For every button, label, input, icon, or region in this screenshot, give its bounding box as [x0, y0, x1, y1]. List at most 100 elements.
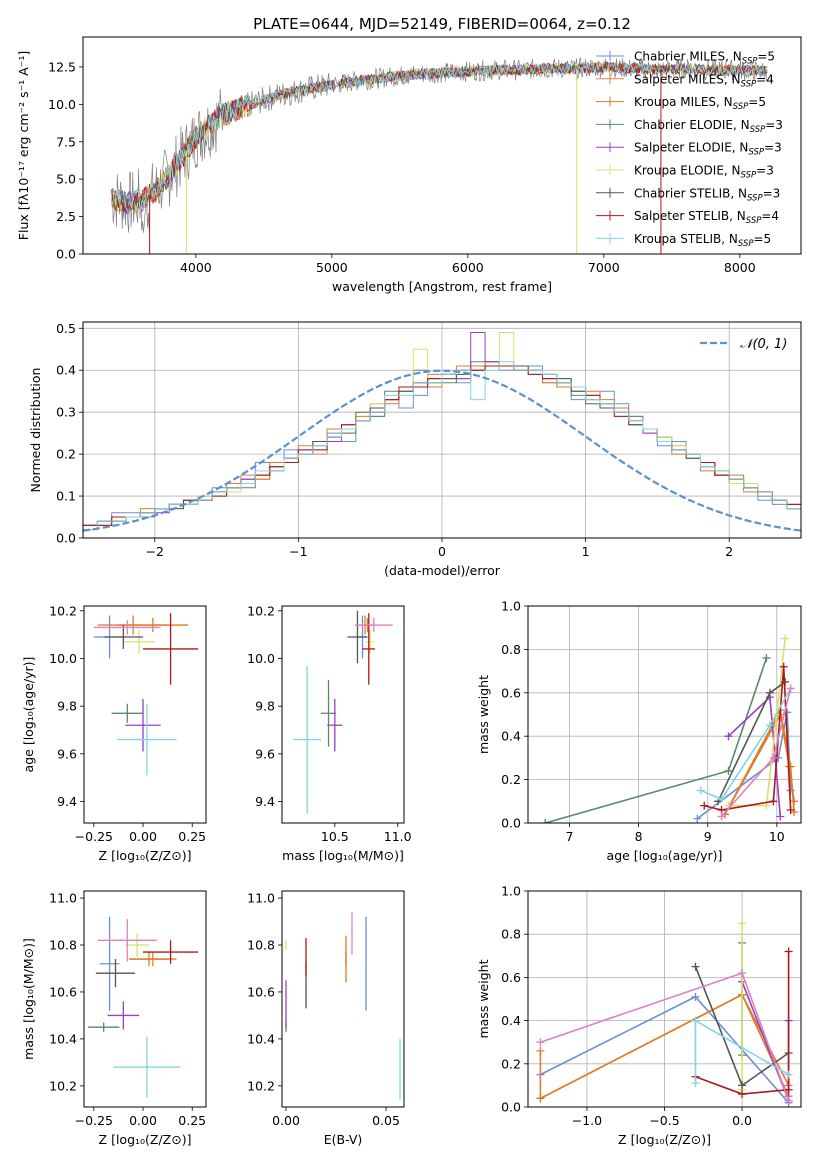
weight-vs-z-marker-1-0: [536, 1046, 545, 1055]
age-vs-z-ytick-label-3: 10.0: [49, 651, 77, 666]
age-vs-mass-xlabel: mass [log₁₀(M/M⊙)]: [282, 848, 404, 863]
age-vs-mass-frame: [281, 605, 405, 824]
weight-vs-z-marker-5-1: [738, 919, 747, 928]
residuals-xlabel: (data-model)/error: [384, 563, 501, 578]
age-vs-mass-xtick-label-1: 11.0: [384, 829, 412, 844]
model-spectrum-line-8: [111, 61, 768, 212]
weight-vs-age-marker-8-2: [765, 721, 774, 730]
age-vs-z-axes: −0.25 0.00 0.25 9.4 9.6 9.8 10.0 10.2 Z [log₁₀(Z…: [21, 603, 206, 863]
mass-vs-z-point-5: [125, 933, 149, 957]
weight-vs-z-xtick-label-0: −1.0: [572, 1113, 602, 1128]
weight-vs-z-ytick-label-0: 0.0: [501, 1100, 521, 1115]
spectrum-lines: [111, 57, 768, 254]
mass-vs-z-ytick-label-2: 10.6: [49, 984, 77, 999]
legend-item-3: Chabrier ELODIE, NSSP=3: [596, 118, 783, 135]
mass-vs-ebv-ytick-label-1: 10.4: [247, 1031, 275, 1046]
age-vs-z-errorbars: [93, 613, 199, 776]
mass-vs-ebv-ytick-label-4: 11.0: [247, 891, 275, 906]
mass-vs-z-xtick-label-1: 0.00: [129, 1113, 157, 1128]
residuals-ytick-label-0: 0.0: [56, 531, 76, 546]
mass-vs-z-point-6: [95, 959, 136, 988]
age-vs-z-xtick-label-2: 0.25: [178, 829, 206, 844]
weight-vs-age-ytick-label-0: 0.0: [501, 816, 521, 831]
weight-vs-age-marker-7-2: [769, 797, 778, 806]
legend-label-1: Salpeter MILES, NSSP=4: [634, 72, 774, 89]
weight-vs-z-marker-8-0: [691, 1079, 700, 1088]
age-vs-mass-point-3: [320, 679, 337, 747]
weight-vs-age-marker-9-0: [717, 812, 726, 821]
residuals-xtick-label-1: −1: [289, 544, 307, 559]
mass-vs-z-xtick-label-2: 0.25: [178, 1113, 206, 1128]
weight-vs-z-marker-7-3: [784, 947, 793, 956]
age-vs-mass-ytick-label-1: 9.6: [255, 746, 275, 761]
age-vs-z-xtick-label-0: −0.25: [75, 829, 113, 844]
legend-item-7: Salpeter STELIB, NSSP=4: [596, 209, 779, 226]
age-vs-z-ytick-label-0: 9.4: [57, 794, 77, 809]
weight-vs-age-xtick-label-0: 7: [565, 829, 573, 844]
residuals-xtick-label-2: 0: [438, 544, 446, 559]
age-vs-mass-ytick-label-4: 10.2: [247, 603, 275, 618]
weight-vs-age-lines: [541, 634, 799, 823]
mass-vs-z-point-0: [99, 916, 120, 1011]
age-vs-mass-ytick-label-2: 9.8: [255, 699, 275, 714]
legend-label-5: Kroupa ELODIE, NSSP=3: [634, 164, 774, 181]
spectrum-legend: Chabrier MILES, NSSP=5 Salpeter MILES, NS…: [596, 50, 783, 249]
mass-vs-ebv-ytick-label-2: 10.6: [247, 984, 275, 999]
spectrum-ytick-label-2: 5.0: [56, 172, 76, 187]
legend-label-0: Chabrier MILES, NSSP=5: [634, 50, 775, 67]
legend-item-2: Kroupa MILES, NSSP=5: [596, 95, 766, 112]
age-vs-z-point-7: [143, 613, 199, 685]
histogram-step-8: [83, 361, 801, 538]
age-vs-z-point-5: [123, 629, 155, 654]
legend-item-1: Salpeter MILES, NSSP=4: [596, 72, 774, 89]
residuals-axes: −2 −1 0 1 2 0.0 0.1 0.2 0.3 0.4 0.5 (data-model)/er…: [28, 321, 801, 578]
weight-vs-age-marker-6-1: [765, 688, 774, 697]
weight-vs-z-xtick-label-2: 0.0: [732, 1113, 752, 1128]
weight-vs-z-marker-6-0: [691, 962, 700, 971]
weight-vs-age-ytick-label-3: 0.6: [501, 685, 521, 700]
mass-vs-ebv-xtick-label-1: 0.05: [372, 1113, 400, 1128]
weight-vs-age-marker-3-2: [762, 654, 771, 663]
residuals-ytick-label-4: 0.4: [56, 363, 76, 378]
age-vs-mass-ytick-label-0: 9.4: [255, 794, 275, 809]
legend-label-2: Kroupa MILES, NSSP=5: [634, 95, 766, 112]
spectrum-xtick-label-0: 4000: [180, 260, 212, 275]
weight-vs-z-series-7: [695, 951, 790, 1095]
residual-histograms: [83, 332, 801, 538]
age-vs-z-ytick-label-1: 9.6: [57, 746, 77, 761]
age-vs-mass-axes: 10.5 11.0 9.4 9.6 9.8 10.0 10.2 mass [log₁₀(M/M…: [247, 603, 412, 863]
weight-vs-z-marker-7-2: [784, 1085, 793, 1094]
weight-vs-age-frame: [527, 605, 802, 824]
weight-vs-age-ytick-label-1: 0.2: [501, 772, 521, 787]
age-vs-z-point-9: [93, 620, 161, 635]
weight-vs-age-marker-4-0: [724, 732, 733, 741]
weight-vs-z-ytick-label-3: 0.6: [501, 970, 521, 985]
mass-vs-z-point-3: [87, 1022, 120, 1032]
weight-vs-z-frame: [527, 890, 802, 1108]
mass-vs-z-ylabel: mass [log₁₀(M/M⊙)]: [21, 938, 36, 1060]
age-vs-z-point-8: [117, 703, 177, 776]
spectrum-xtick-label-1: 5000: [316, 260, 348, 275]
weight-vs-z-xlabel: Z [log₁₀(Z/Z⊙)]: [618, 1132, 711, 1147]
spectrum-xtick-label-4: 8000: [724, 260, 756, 275]
weight-vs-age-xtick-label-2: 9: [704, 829, 712, 844]
legend-item-8: Kroupa STELIB, NSSP=5: [596, 232, 771, 249]
age-vs-z-frame: [83, 605, 207, 824]
mass-vs-z-point-8: [113, 1036, 181, 1098]
age-vs-mass-errorbars: [293, 610, 393, 814]
weight-vs-age-marker-9-2: [786, 684, 795, 693]
age-vs-mass-xtick-label-0: 10.5: [321, 829, 349, 844]
weight-vs-age-marker-0-0: [693, 814, 702, 823]
weight-vs-z-marker-7-1: [738, 1090, 747, 1099]
age-vs-z-ytick-label-2: 9.8: [57, 699, 77, 714]
spectrum-ytick-label-0: 0.0: [56, 247, 76, 262]
spectrum-axes: 4000 5000 6000 7000 8000 0.0 2.5 5.0 7.5 10.0 12.5…: [16, 51, 756, 294]
legend-label-6: Chabrier STELIB, NSSP=3: [634, 186, 780, 203]
weight-vs-age-xlabel: age [log₁₀(age/yr)]: [607, 848, 723, 863]
spectrum-ylabel: Flux [fλ10⁻¹⁷ erg cm⁻² s⁻¹ A⁻¹]: [16, 51, 31, 240]
residuals-xtick-label-3: 1: [582, 544, 590, 559]
mass-vs-ebv-xtick-label-0: 0.00: [272, 1113, 300, 1128]
spectrum-ytick-label-4: 10.0: [48, 97, 76, 112]
age-vs-z-point-4: [125, 699, 161, 752]
weight-vs-age-ytick-label-2: 0.4: [501, 729, 521, 744]
